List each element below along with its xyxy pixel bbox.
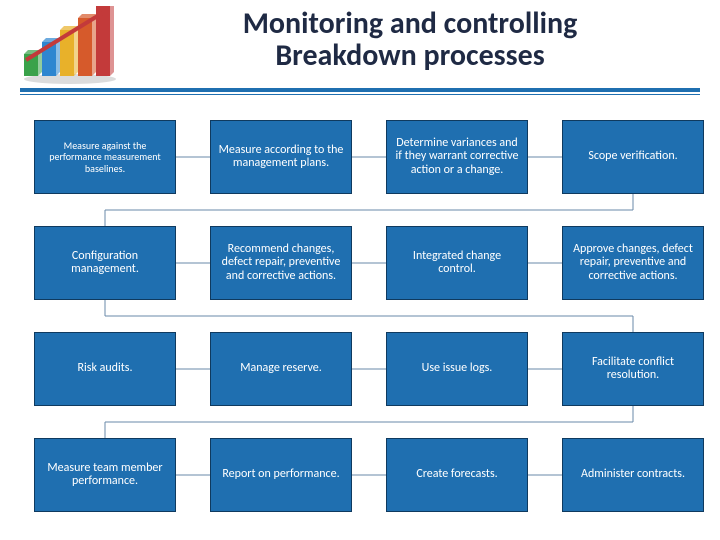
process-box: Integrated change control. bbox=[386, 226, 528, 300]
process-box: Administer contracts. bbox=[562, 438, 704, 512]
title-underline bbox=[20, 88, 700, 102]
process-box: Manage reserve. bbox=[210, 332, 352, 406]
process-box: Report on performance. bbox=[210, 438, 352, 512]
title-line-2: Breakdown processes bbox=[130, 40, 690, 72]
process-box: Approve changes, defect repair, preventi… bbox=[562, 226, 704, 300]
process-box: Scope verification. bbox=[562, 120, 704, 194]
page-title: Monitoring and controlling Breakdown pro… bbox=[130, 8, 690, 71]
process-box: Use issue logs. bbox=[386, 332, 528, 406]
process-box: Measure against the performance measurem… bbox=[34, 120, 176, 194]
process-box: Measure team member performance. bbox=[34, 438, 176, 512]
process-box: Risk audits. bbox=[34, 332, 176, 406]
process-box: Measure according to the management plan… bbox=[210, 120, 352, 194]
title-line-1: Monitoring and controlling bbox=[130, 8, 690, 40]
process-box: Recommend changes, defect repair, preven… bbox=[210, 226, 352, 300]
bar-chart-icon bbox=[18, 6, 118, 84]
process-box: Configuration management. bbox=[34, 226, 176, 300]
process-box: Facilitate conflict resolution. bbox=[562, 332, 704, 406]
process-box: Create forecasts. bbox=[386, 438, 528, 512]
process-box: Determine variances and if they warrant … bbox=[386, 120, 528, 194]
